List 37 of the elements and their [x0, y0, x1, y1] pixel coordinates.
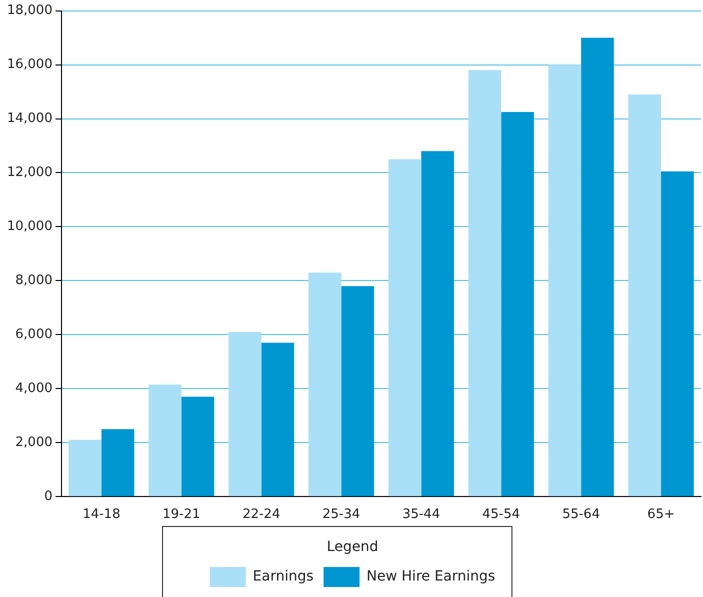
x-tick-label: 14-18 [82, 506, 120, 522]
bar [581, 38, 614, 496]
y-tick-label: 8,000 [15, 273, 52, 288]
x-tick-label: 25-34 [322, 506, 360, 522]
bar [341, 286, 374, 496]
y-tick-label: 14,000 [6, 111, 52, 126]
bar [661, 171, 694, 496]
x-tick-label: 22-24 [242, 506, 280, 522]
y-tick-label: 16,000 [6, 57, 52, 72]
y-tick-label: 18,000 [6, 3, 52, 18]
x-tick-label: 35-44 [402, 506, 440, 522]
y-tick-label: 2,000 [15, 434, 52, 450]
x-tick-label: 45-54 [482, 506, 520, 522]
bar [628, 94, 662, 496]
bar [148, 384, 182, 496]
bar [548, 64, 582, 496]
bar [468, 70, 502, 496]
bar [101, 429, 134, 496]
y-tick-label: 12,000 [6, 165, 52, 180]
legend-label: Earnings [252, 568, 314, 585]
legend-title: Legend [326, 538, 378, 555]
bar [228, 332, 262, 496]
x-tick-label: 65+ [647, 506, 675, 522]
legend-label: New Hire Earnings [366, 568, 496, 585]
bar [181, 396, 214, 496]
x-tick-label: 55-64 [562, 506, 600, 522]
bar [68, 440, 102, 496]
y-tick-label: 4,000 [15, 381, 52, 396]
x-tick-label: 19-21 [162, 506, 200, 522]
bar [261, 342, 294, 496]
y-tick-label: 0 [44, 488, 52, 504]
y-tick-label: 10,000 [6, 219, 52, 234]
bar [308, 272, 342, 496]
y-tick-label: 6,000 [15, 327, 52, 342]
bar [501, 112, 534, 496]
bar [421, 151, 454, 496]
bar [388, 159, 422, 496]
